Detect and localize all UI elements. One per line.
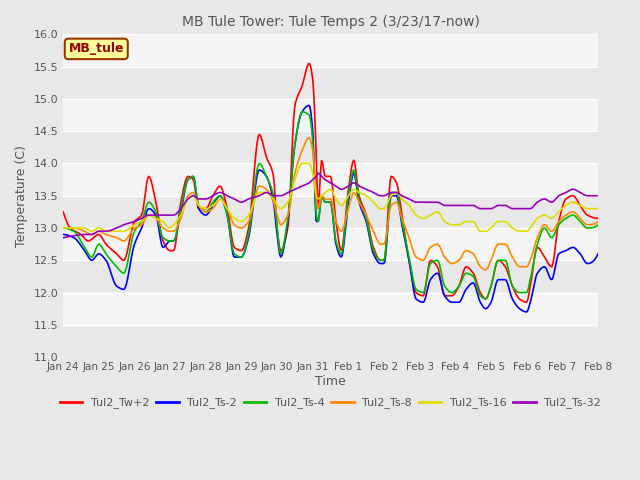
Bar <box>63 293 598 325</box>
Bar <box>63 325 598 357</box>
Y-axis label: Temperature (C): Temperature (C) <box>15 145 28 247</box>
Bar <box>63 164 598 196</box>
Bar <box>63 35 598 67</box>
Text: MB_tule: MB_tule <box>68 42 124 55</box>
Bar <box>63 99 598 131</box>
Bar <box>63 260 598 293</box>
X-axis label: Time: Time <box>316 375 346 388</box>
Legend: Tul2_Tw+2, Tul2_Ts-2, Tul2_Ts-4, Tul2_Ts-8, Tul2_Ts-16, Tul2_Ts-32: Tul2_Tw+2, Tul2_Ts-2, Tul2_Ts-4, Tul2_Ts… <box>56 393 605 413</box>
Bar <box>63 228 598 260</box>
Title: MB Tule Tower: Tule Temps 2 (3/23/17-now): MB Tule Tower: Tule Temps 2 (3/23/17-now… <box>182 15 479 29</box>
Bar <box>63 67 598 99</box>
Bar <box>63 131 598 164</box>
Bar <box>63 196 598 228</box>
